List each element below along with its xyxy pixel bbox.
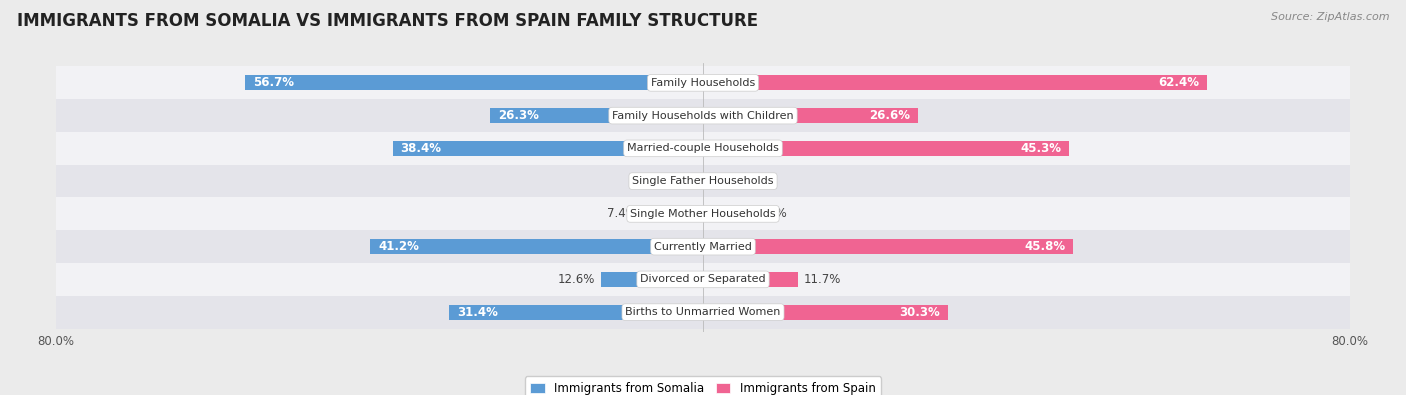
Legend: Immigrants from Somalia, Immigrants from Spain: Immigrants from Somalia, Immigrants from… — [524, 376, 882, 395]
Bar — [703, 305, 948, 320]
Bar — [491, 108, 703, 123]
Bar — [703, 108, 918, 123]
Text: 5.9%: 5.9% — [758, 207, 787, 220]
Text: 12.6%: 12.6% — [557, 273, 595, 286]
Text: Births to Unmarried Women: Births to Unmarried Women — [626, 307, 780, 317]
Bar — [56, 198, 1350, 230]
Text: 26.6%: 26.6% — [869, 109, 910, 122]
Text: 56.7%: 56.7% — [253, 76, 294, 89]
Bar — [703, 75, 1208, 90]
Text: 31.4%: 31.4% — [457, 306, 498, 319]
Text: Currently Married: Currently Married — [654, 242, 752, 252]
Text: 30.3%: 30.3% — [898, 306, 939, 319]
Text: Single Father Households: Single Father Households — [633, 176, 773, 186]
Text: 26.3%: 26.3% — [499, 109, 540, 122]
Text: 38.4%: 38.4% — [401, 142, 441, 155]
Bar — [683, 174, 703, 188]
Bar — [56, 296, 1350, 329]
Bar — [449, 305, 703, 320]
Bar — [703, 239, 1073, 254]
Text: Single Mother Households: Single Mother Households — [630, 209, 776, 219]
Bar — [703, 207, 751, 221]
Bar — [56, 66, 1350, 99]
Bar — [245, 75, 703, 90]
Text: Family Households: Family Households — [651, 78, 755, 88]
Bar — [703, 141, 1069, 156]
Bar — [602, 272, 703, 287]
Text: 62.4%: 62.4% — [1159, 76, 1199, 89]
Text: 2.5%: 2.5% — [647, 175, 676, 188]
Text: 45.3%: 45.3% — [1021, 142, 1062, 155]
Bar — [392, 141, 703, 156]
Bar — [56, 263, 1350, 296]
Bar — [56, 99, 1350, 132]
Bar — [56, 132, 1350, 165]
Bar — [56, 165, 1350, 198]
Text: Married-couple Households: Married-couple Households — [627, 143, 779, 153]
Bar — [643, 207, 703, 221]
Bar — [56, 230, 1350, 263]
Text: 41.2%: 41.2% — [378, 240, 419, 253]
Text: 7.4%: 7.4% — [607, 207, 637, 220]
Text: Family Households with Children: Family Households with Children — [612, 111, 794, 120]
Text: 2.1%: 2.1% — [727, 175, 756, 188]
Text: IMMIGRANTS FROM SOMALIA VS IMMIGRANTS FROM SPAIN FAMILY STRUCTURE: IMMIGRANTS FROM SOMALIA VS IMMIGRANTS FR… — [17, 12, 758, 30]
Text: Divorced or Separated: Divorced or Separated — [640, 275, 766, 284]
Text: 45.8%: 45.8% — [1024, 240, 1066, 253]
Bar — [703, 174, 720, 188]
Bar — [370, 239, 703, 254]
Text: 11.7%: 11.7% — [804, 273, 841, 286]
Text: Source: ZipAtlas.com: Source: ZipAtlas.com — [1271, 12, 1389, 22]
Bar — [703, 272, 797, 287]
